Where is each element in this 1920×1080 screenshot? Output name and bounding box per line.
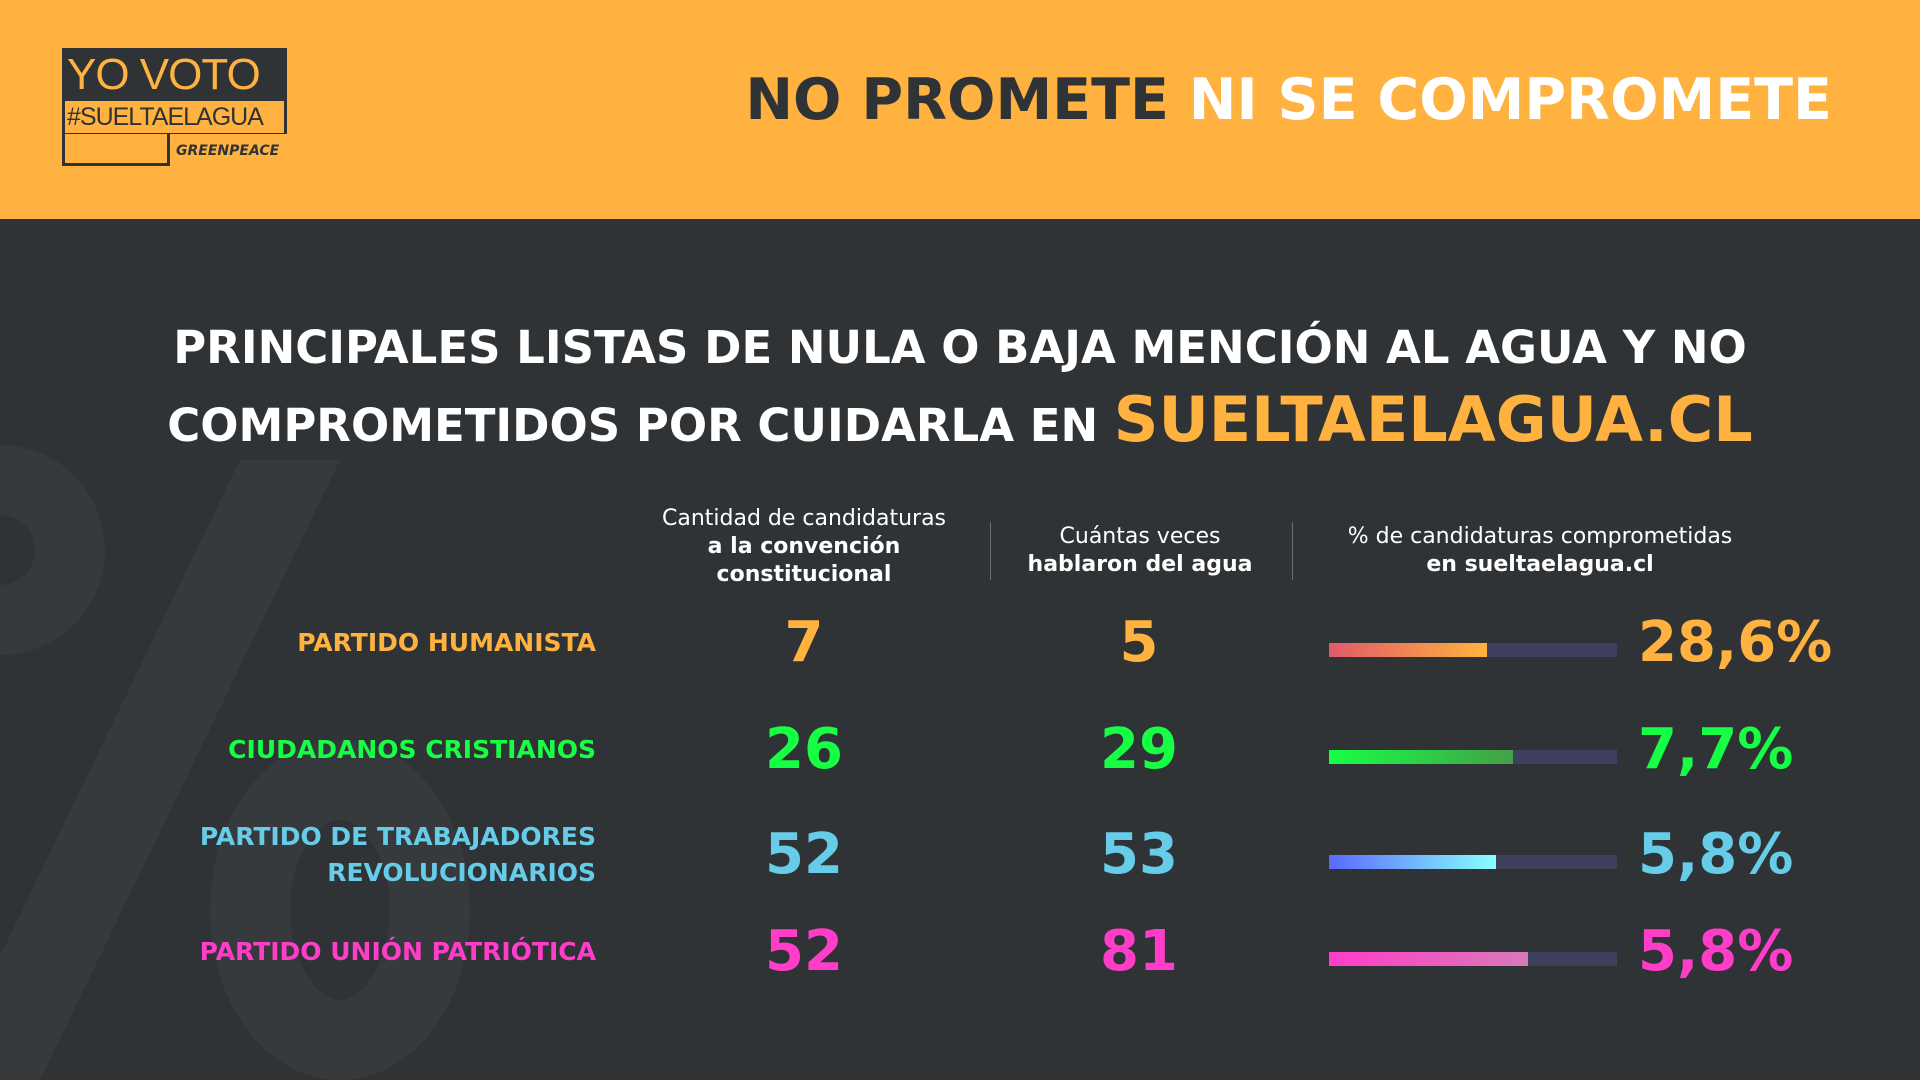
progress-bar-track — [1329, 643, 1617, 657]
candidaturas-value: 26 — [765, 717, 843, 782]
party-label: PARTIDO DE TRABAJADORES REVOLUCIONARIOS — [199, 822, 596, 887]
party-label: PARTIDO HUMANISTA — [297, 628, 596, 657]
progress-bar-fill — [1329, 855, 1497, 869]
veces-value: 81 — [1100, 919, 1178, 984]
main-title-line2: COMPROMETIDOS POR CUIDARLA EN SUELTAELAG… — [167, 383, 1753, 456]
percent-value: 5,8% — [1638, 919, 1794, 984]
header-title: NO PROMETE NI SE COMPROMETE — [745, 67, 1832, 133]
candidaturas-value: 52 — [765, 822, 843, 887]
progress-bar-track — [1329, 750, 1617, 764]
progress-bar-fill — [1329, 643, 1488, 657]
veces-value: 29 — [1100, 717, 1178, 782]
veces-value: 5 — [1119, 610, 1159, 675]
progress-bar-fill — [1329, 952, 1528, 966]
column-header-veces: Cuántas veces hablaron del agua — [1027, 524, 1253, 577]
logo-box — [62, 134, 170, 166]
party-label: PARTIDO UNIÓN PATRIÓTICA — [199, 937, 596, 966]
progress-bar-track — [1329, 855, 1617, 869]
candidaturas-value: 7 — [784, 610, 824, 675]
logo-hashtag: #SUELTAELAGUA — [65, 101, 284, 133]
column-divider — [1292, 522, 1293, 580]
veces-value: 53 — [1100, 822, 1178, 887]
percent-watermark — [0, 445, 470, 1080]
party-label: CIUDADANOS CRISTIANOS — [228, 735, 596, 764]
candidaturas-value: 52 — [765, 919, 843, 984]
percent-value: 28,6% — [1638, 610, 1833, 675]
logo-text: YO VOTO — [67, 50, 261, 99]
column-header-candidaturas: Cantidad de candidaturas a la convención … — [661, 506, 947, 587]
main-title-line1: PRINCIPALES LISTAS DE NULA O BAJA MENCIÓ… — [173, 321, 1747, 374]
progress-bar-fill — [1329, 750, 1514, 764]
percent-value: 5,8% — [1638, 822, 1794, 887]
header-banner: YO VOTO #SUELTAELAGUA GREENPEACE NO PROM… — [0, 0, 1920, 219]
greenpeace-logo: GREENPEACE — [176, 143, 280, 159]
column-divider — [990, 522, 991, 580]
progress-bar-track — [1329, 952, 1617, 966]
percent-value: 7,7% — [1638, 717, 1794, 782]
yo-voto-logo: YO VOTO #SUELTAELAGUA GREENPEACE — [62, 48, 287, 168]
column-header-porcentaje: % de candidaturas comprometidas en suelta… — [1347, 524, 1733, 577]
